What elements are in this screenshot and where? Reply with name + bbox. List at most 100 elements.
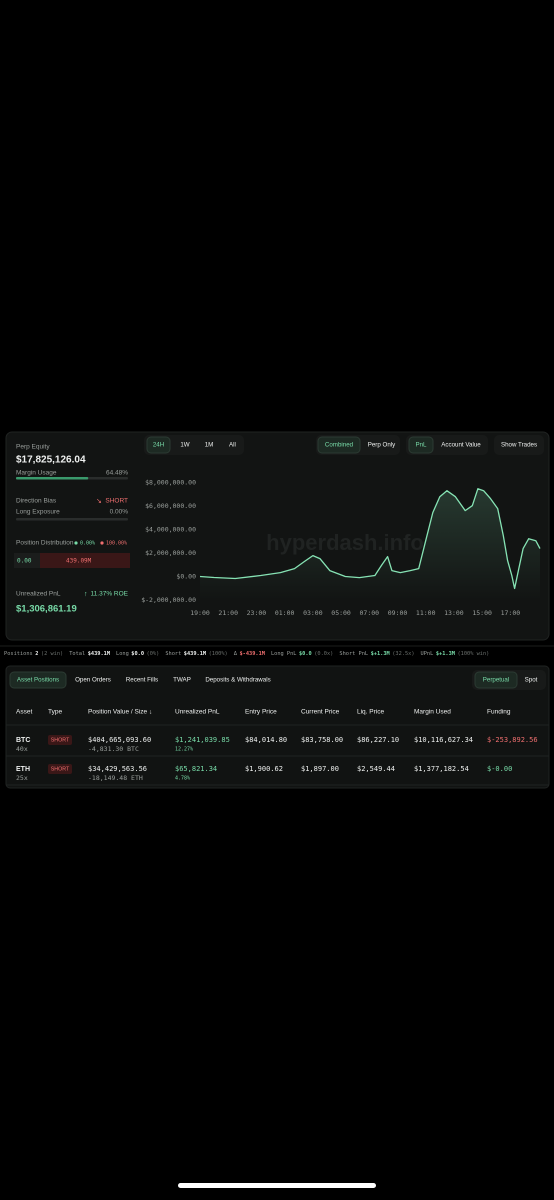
- watermark: hyperdash.info: [266, 530, 424, 555]
- x-tick-label: 07:00: [360, 609, 380, 617]
- x-tick-label: 19:00: [190, 609, 210, 617]
- label: Unrealized PnL: [16, 591, 61, 598]
- stat-value: $+1.3M: [436, 651, 455, 657]
- position-value: $404,665,093.60: [88, 736, 151, 744]
- stat-value: $0.0: [299, 651, 312, 657]
- pnl: $65,821.34: [175, 765, 217, 773]
- metric-button-label[interactable]: PnL: [415, 442, 427, 449]
- x-tick-label: 09:00: [388, 609, 408, 617]
- metric-button[interactable]: [408, 436, 434, 454]
- line: [199, 488, 541, 590]
- entry-cell: $1,900.62: [245, 765, 283, 773]
- long-pct: 0.00%: [80, 541, 95, 547]
- x-tick-label: 01:00: [275, 609, 295, 617]
- liq-cell: $86,227.10: [357, 736, 399, 744]
- view-button-label[interactable]: Combined: [325, 442, 354, 449]
- range-button[interactable]: [146, 436, 171, 454]
- range-button-label[interactable]: All: [229, 442, 236, 449]
- show-trades-button-label[interactable]: Show Trades: [501, 442, 537, 449]
- stat-value: 2: [35, 651, 38, 657]
- long-value: 0.00: [17, 558, 32, 565]
- pnl-pct: 4.78%: [175, 776, 190, 782]
- range-button-label[interactable]: 1M: [205, 442, 214, 449]
- perp-equity: $17,825,126.04: [16, 455, 86, 466]
- column-header: Asset: [16, 709, 32, 716]
- stat-value: $439.1M: [88, 651, 110, 657]
- stat-label: Long: [116, 651, 129, 657]
- y-tick-label: $-2,000,000.00: [141, 596, 196, 604]
- range-button-label[interactable]: 1W: [180, 442, 189, 449]
- stat-value: $439.1M: [184, 651, 206, 657]
- range-button-label[interactable]: 24H: [153, 442, 164, 449]
- roe: 11.37% ROE: [91, 591, 129, 598]
- metric-button-label[interactable]: Account Value: [441, 442, 481, 449]
- stat-label: Short: [165, 651, 181, 657]
- positions-panel: [5, 665, 550, 789]
- tab[interactable]: [9, 671, 67, 689]
- view-button-label[interactable]: Perp Only: [368, 442, 396, 449]
- segmented: [494, 435, 544, 455]
- area: [200, 488, 540, 600]
- current-cell: $1,897.00: [301, 765, 339, 773]
- funding: $-253,892.56: [487, 736, 538, 744]
- x-tick-label: 11:00: [416, 609, 436, 617]
- tab-label[interactable]: Asset Positions: [17, 677, 59, 684]
- label: Position Distribution: [16, 540, 74, 547]
- tab-label[interactable]: Open Orders: [75, 677, 111, 684]
- y-tick-label: $0.00: [176, 573, 196, 581]
- column-header: Margin Used: [414, 709, 451, 716]
- tab-label[interactable]: Deposits & Withdrawals: [205, 677, 270, 684]
- market-tab-label[interactable]: Perpetual: [483, 677, 510, 684]
- dot: [74, 541, 78, 545]
- progress-track: [16, 518, 128, 521]
- stat-value: $-439.1M: [239, 651, 265, 657]
- column-header: Funding: [487, 709, 511, 716]
- view-button[interactable]: [317, 436, 361, 454]
- tab-label[interactable]: Recent Fills: [126, 677, 158, 684]
- current-cell: $83,758.00: [301, 736, 343, 744]
- stats-bar: Positions 2 (2 win) Total $439.1M Long $0.0 (0%…: [4, 651, 489, 657]
- x-tick-label: 15:00: [472, 609, 492, 617]
- entry-cell: $84,014.80: [245, 736, 287, 744]
- stat-note: (32.5x): [392, 651, 414, 657]
- x-tick-label: 17:00: [501, 609, 521, 617]
- x-tick-label: 03:00: [303, 609, 323, 617]
- asset: BTC: [16, 737, 30, 744]
- progress-fill: [16, 477, 89, 480]
- short-value: 439.09M: [66, 558, 92, 565]
- label: Perp Equity: [16, 444, 50, 451]
- column-header: Liq. Price: [357, 709, 384, 716]
- pnl: $1,241,039.85: [175, 736, 230, 744]
- leverage: 25x: [16, 774, 28, 782]
- market-tab[interactable]: [474, 671, 518, 689]
- x-tick-label: 23:00: [247, 609, 267, 617]
- direction-bias: SHORT: [105, 498, 128, 505]
- tab-label[interactable]: TWAP: [173, 677, 191, 684]
- unrealized-pnl: $1,306,861.19: [16, 604, 77, 615]
- distribution-short: [40, 553, 130, 568]
- margin-cell: $10,116,627.34: [414, 736, 473, 744]
- leverage: 40x: [16, 745, 28, 753]
- y-tick-label: $4,000,000.00: [145, 526, 196, 534]
- stat-label: Total: [69, 651, 85, 657]
- label: Long Exposure: [16, 509, 60, 516]
- stat-note: (0.0x): [314, 651, 333, 657]
- market-tab-label[interactable]: Spot: [525, 677, 538, 684]
- column-header: Position Value / Size ↓: [88, 709, 152, 716]
- long-exposure: 0.00%: [110, 509, 129, 516]
- y-tick-label: $2,000,000.00: [145, 549, 196, 557]
- stat-note: (100%): [209, 651, 228, 657]
- stat-value: $+1.3M: [371, 651, 390, 657]
- size: -18,149.48 ETH: [88, 774, 143, 782]
- x-tick-label: 21:00: [218, 609, 238, 617]
- margin-usage: 64.48%: [106, 470, 128, 477]
- stat-label: Δ: [234, 651, 238, 657]
- stat-label: Positions: [4, 651, 33, 657]
- y-tick-label: $8,000,000.00: [145, 479, 196, 487]
- position-value: $34,429,563.56: [88, 765, 147, 773]
- home-indicator: [178, 1183, 376, 1188]
- funding: $-0.00: [487, 765, 512, 773]
- column-header: Type: [48, 709, 62, 716]
- x-tick-label: 13:00: [444, 609, 464, 617]
